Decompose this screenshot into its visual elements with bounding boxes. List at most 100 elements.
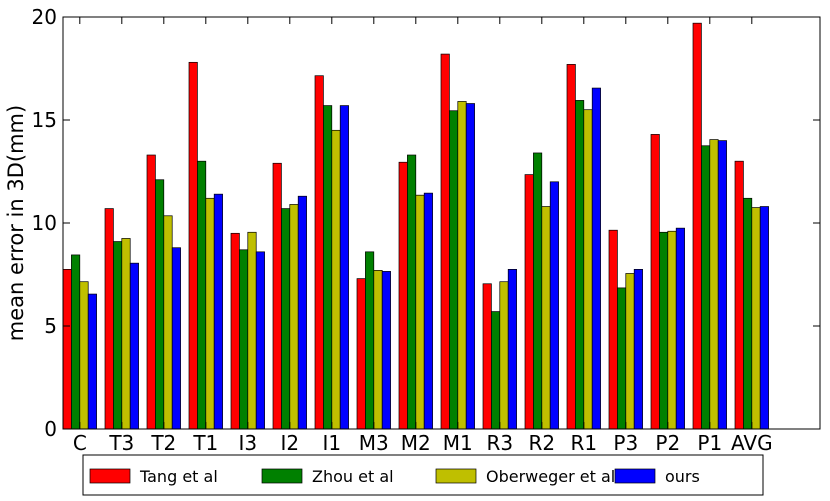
bar-I1-ours [339,105,349,430]
bar-C-tang-et-al [62,269,72,430]
x-tick-label: T3 [108,431,134,455]
bar-R1-oberweger-et-al [583,109,593,430]
bar-C-oberweger-et-al [79,281,89,430]
x-tick-label: P2 [655,431,680,455]
legend-swatch [614,468,656,484]
bar-I2-ours [297,195,307,430]
x-tick-label: T2 [150,431,176,455]
legend-swatch [261,468,303,484]
legend-label: ours [665,467,700,486]
y-axis-label: mean error in 3D(mm) [4,105,28,341]
bar-R2-ours [549,181,559,430]
x-tick-label: I2 [280,431,299,455]
legend-swatch [89,468,131,484]
bar-P1-oberweger-et-al [709,139,719,430]
bar-T2-ours [171,247,181,430]
bar-I3-ours [255,251,265,430]
bar-I2-zhou-et-al [281,208,291,430]
bar-P3-tang-et-al [608,229,618,430]
bar-P3-ours [633,269,643,430]
bar-AVG-oberweger-et-al [751,207,761,430]
bar-P1-ours [717,140,727,430]
bar-P3-oberweger-et-al [625,273,635,430]
bar-P1-tang-et-al [692,22,702,430]
legend-label: Tang et al [139,467,218,486]
x-tick-label: M2 [401,431,431,455]
bar-I1-zhou-et-al [323,105,333,430]
bar-R3-oberweger-et-al [499,281,509,430]
bar-R2-tang-et-al [524,174,534,430]
bar-P3-zhou-et-al [617,287,627,430]
bar-M3-oberweger-et-al [373,270,383,430]
bar-P2-oberweger-et-al [667,230,677,430]
x-tick-label: C [73,431,87,455]
legend-label: Zhou et al [312,467,394,486]
x-tick-label: P3 [613,431,638,455]
legend-swatch [435,468,477,484]
x-tick-label: R3 [486,431,513,455]
bar-R1-zhou-et-al [575,100,585,430]
bar-T3-ours [129,262,139,430]
bar-R1-tang-et-al [566,64,576,430]
bar-C-zhou-et-al [71,254,81,430]
y-axis: 0 5 10 15 20 [32,5,820,441]
x-tick-label: R1 [570,431,597,455]
bar-AVG-ours [759,206,769,430]
bar-T2-tang-et-al [146,154,156,430]
bar-T2-zhou-et-al [155,179,165,430]
y-tick-label: 10 [32,211,57,235]
x-tick-label: M3 [359,431,389,455]
bar-I3-tang-et-al [230,232,240,430]
y-tick-label: 0 [44,417,57,441]
y-tick-label: 20 [32,5,57,29]
bar-M2-ours [423,192,433,430]
bar-M3-zhou-et-al [365,251,375,430]
bar-I3-zhou-et-al [239,249,249,430]
x-tick-label: M1 [443,431,473,455]
bar-M3-ours [381,271,391,430]
x-tick-label: R2 [528,431,555,455]
bar-M1-oberweger-et-al [457,101,467,430]
bar-I2-tang-et-al [272,162,282,430]
bar-T3-tang-et-al [104,208,114,430]
x-tick-label: I3 [238,431,257,455]
bar-I1-tang-et-al [314,75,324,430]
bar-M2-tang-et-al [398,161,408,430]
bar-I3-oberweger-et-al [247,231,257,430]
bar-T1-zhou-et-al [197,160,207,430]
bar-R2-zhou-et-al [533,152,543,430]
bar-M2-oberweger-et-al [415,194,425,430]
bar-M3-tang-et-al [356,278,366,430]
bar-P2-ours [675,227,685,430]
legend: Tang et al Zhou et al Oberweger et al ours [82,454,764,496]
bar-P2-tang-et-al [650,134,660,430]
bar-P2-zhou-et-al [659,231,669,430]
x-tick-label: AVG [731,431,773,455]
bar-T1-oberweger-et-al [205,197,215,430]
bar-R2-oberweger-et-al [541,206,551,430]
x-axis: C T3 T2 T1 I3 I2 I1 M3 M2 M1 R3 R2 R1 P3 P2 P1 AVG [73,17,773,455]
y-tick-label: 15 [32,108,57,132]
bar-R1-ours [591,87,601,430]
y-tick-label: 5 [44,314,57,338]
bar-M1-zhou-et-al [449,110,459,430]
bar-R3-zhou-et-al [491,311,501,430]
x-tick-label: P1 [697,431,722,455]
bar-I2-oberweger-et-al [289,204,299,430]
legend-label: Oberweger et al [486,467,615,486]
bar-T3-oberweger-et-al [121,238,131,430]
bar-C-ours [87,293,97,430]
x-tick-label: I1 [322,431,341,455]
bars-layer [62,22,769,430]
bar-AVG-tang-et-al [734,160,744,430]
bar-T2-oberweger-et-al [163,215,173,430]
bar-M1-tang-et-al [440,53,450,430]
bar-I1-oberweger-et-al [331,129,341,430]
bar-R3-ours [507,269,517,430]
bar-T1-ours [213,193,223,430]
bar-M1-ours [465,103,475,430]
bar-T1-tang-et-al [188,61,198,430]
bar-P1-zhou-et-al [701,145,711,430]
bar-AVG-zhou-et-al [743,197,753,430]
